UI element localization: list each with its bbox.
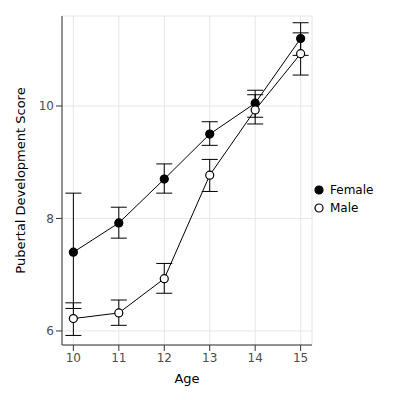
svg-text:Age: Age [174,371,199,386]
svg-text:15: 15 [293,351,308,365]
html-text:Female: Female [330,182,374,197]
svg-text:10: 10 [66,351,81,365]
html-text:Male: Male [330,200,359,215]
svg-text:13: 13 [202,351,217,365]
svg-text:6: 6 [46,324,54,338]
svg-text:8: 8 [46,212,54,226]
svg-text:11: 11 [111,351,126,365]
svg-text:10: 10 [39,99,54,113]
svg-text:14: 14 [248,351,263,365]
svg-text:Pubertal Development Score: Pubertal Development Score [13,87,28,273]
svg-text:12: 12 [157,351,172,365]
